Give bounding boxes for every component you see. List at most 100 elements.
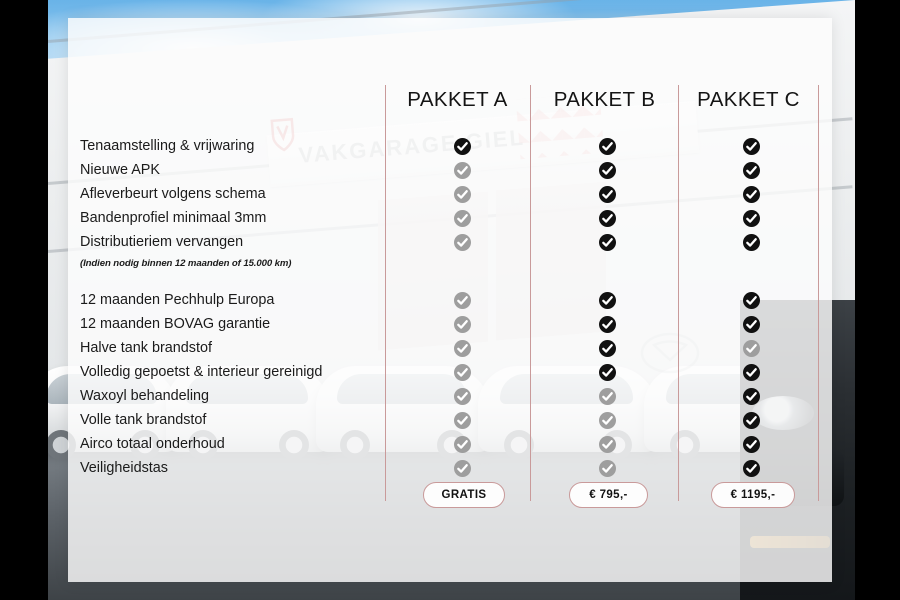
check-circle-icon [742, 315, 760, 333]
column-separator [530, 85, 531, 501]
feature-check-cell [449, 384, 475, 408]
check-circle-icon [742, 459, 760, 477]
feature-check-cell [738, 206, 764, 230]
check-circle-icon [598, 209, 616, 227]
feature-row-label: Airco totaal onderhoud [80, 435, 225, 452]
feature-row-label: Volledig gepoetst & interieur gereinigd [80, 363, 323, 380]
check-circle-icon [742, 233, 760, 251]
feature-row-label: 12 maanden BOVAG garantie [80, 315, 271, 332]
feature-label-list: Tenaamstelling & vrijwaring Nieuwe APK Afl… [80, 134, 380, 480]
feature-check-cell [594, 432, 620, 456]
price-pill-pakket-a[interactable]: GRATIS [423, 482, 505, 508]
feature-check-cell [449, 312, 475, 336]
check-circle-icon [453, 209, 471, 227]
price-pill-pakket-c[interactable]: € 1195,- [711, 482, 795, 508]
check-circle-icon [742, 291, 760, 309]
feature-check-cell [594, 206, 620, 230]
group-gap [594, 272, 620, 288]
feature-check-cell [594, 456, 620, 480]
check-circle-icon [598, 363, 616, 381]
check-circle-icon [598, 291, 616, 309]
column-separator [385, 85, 386, 501]
column-separator [678, 85, 679, 501]
feature-check-cell [738, 182, 764, 206]
check-circle-icon [453, 161, 471, 179]
check-circle-icon [742, 137, 760, 155]
feature-check-cell [449, 456, 475, 480]
check-circle-icon [742, 411, 760, 429]
check-circle-icon [742, 387, 760, 405]
footnote-spacer [738, 254, 764, 272]
column-separator [818, 85, 819, 501]
feature-check-cell [594, 312, 620, 336]
check-circle-icon [598, 161, 616, 179]
footnote-spacer [594, 254, 620, 272]
feature-check-cell [738, 288, 764, 312]
price-pill-pakket-b[interactable]: € 795,- [569, 482, 648, 508]
feature-check-cell [738, 134, 764, 158]
feature-row-label: Volle tank brandstof [80, 411, 207, 428]
feature-check-cell [594, 158, 620, 182]
feature-check-cell [594, 182, 620, 206]
feature-row-label: Tenaamstelling & vrijwaring [80, 137, 255, 154]
feature-row-label: Waxoyl behandeling [80, 387, 210, 404]
check-circle-icon [453, 459, 471, 477]
feature-footnote: (Indien nodig binnen 12 maanden of 15.00… [80, 257, 292, 269]
column-header-pakket-a: PAKKET A [407, 88, 508, 111]
feature-check-cell [738, 432, 764, 456]
check-circle-icon [453, 387, 471, 405]
feature-row-label: Halve tank brandstof [80, 339, 212, 356]
feature-row-label: Nieuwe APK [80, 161, 160, 178]
feature-check-cell [738, 158, 764, 182]
letterbox-bar-left [0, 0, 48, 600]
check-circle-icon [742, 209, 760, 227]
check-circle-icon [598, 315, 616, 333]
check-circle-icon [598, 339, 616, 357]
check-circle-icon [453, 315, 471, 333]
check-circle-icon [453, 363, 471, 381]
feature-check-cell [449, 230, 475, 254]
group-gap [738, 272, 764, 288]
feature-check-cell [449, 432, 475, 456]
check-circle-icon [453, 233, 471, 251]
check-circle-icon [742, 435, 760, 453]
check-circle-icon [453, 339, 471, 357]
feature-check-cell [449, 408, 475, 432]
feature-check-cell [594, 384, 620, 408]
check-circle-icon [742, 339, 760, 357]
feature-check-cell [594, 288, 620, 312]
check-circle-icon [453, 435, 471, 453]
check-circle-icon [742, 185, 760, 203]
feature-check-cell [449, 134, 475, 158]
feature-check-cell [449, 360, 475, 384]
feature-check-cell [594, 230, 620, 254]
feature-check-cell [449, 182, 475, 206]
check-circle-icon [453, 137, 471, 155]
feature-check-cell [449, 336, 475, 360]
check-circle-icon [598, 411, 616, 429]
feature-row-label: 12 maanden Pechhulp Europa [80, 291, 275, 308]
letterbox-bar-right [855, 0, 900, 600]
feature-check-cell [449, 158, 475, 182]
feature-check-cell [594, 336, 620, 360]
group-gap [80, 272, 380, 288]
check-circle-icon [742, 161, 760, 179]
check-circle-icon [453, 185, 471, 203]
check-circle-icon [598, 185, 616, 203]
check-column-pakket-b [594, 134, 620, 480]
feature-row-label: Afleverbeurt volgens schema [80, 185, 266, 202]
feature-check-cell [738, 230, 764, 254]
group-gap [449, 272, 475, 288]
check-column-pakket-c [738, 134, 764, 480]
column-header-pakket-b: PAKKET B [553, 88, 656, 111]
check-column-pakket-a [449, 134, 475, 480]
check-circle-icon [598, 137, 616, 155]
feature-check-cell [738, 408, 764, 432]
feature-check-cell [738, 336, 764, 360]
check-circle-icon [742, 363, 760, 381]
feature-check-cell [594, 360, 620, 384]
check-circle-icon [598, 387, 616, 405]
feature-row-label: Bandenprofiel minimaal 3mm [80, 209, 267, 226]
feature-check-cell [738, 312, 764, 336]
